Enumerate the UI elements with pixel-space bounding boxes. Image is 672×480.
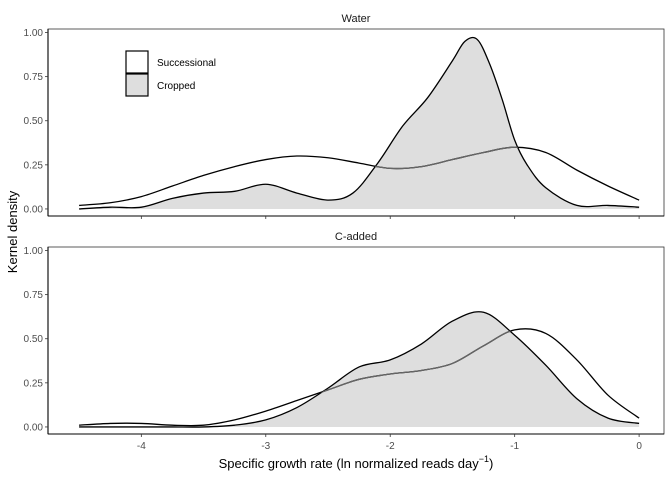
y-tick-label: 0.25	[24, 160, 44, 171]
x-tick-label: 0	[636, 441, 642, 452]
y-tick-label: 0.25	[24, 378, 44, 389]
x-tick-label: -2	[386, 441, 395, 452]
legend-key-successional	[125, 50, 149, 74]
density-fill-cropped	[79, 37, 640, 209]
y-tick-label: 1.00	[24, 246, 44, 257]
x-tick-label: -1	[510, 441, 519, 452]
x-tick-label: -4	[137, 441, 146, 452]
x-tick-label: -3	[261, 441, 270, 452]
density-fill-cropped	[79, 311, 640, 428]
y-tick-label: 1.00	[24, 28, 44, 39]
y-tick-label: 0.75	[24, 290, 44, 301]
panel-title: C-added	[335, 231, 377, 243]
y-tick-label: 0.50	[24, 334, 44, 345]
y-tick-label: 0.00	[24, 422, 44, 433]
legend-label: Cropped	[157, 81, 195, 92]
y-tick-label: 0.75	[24, 72, 44, 83]
y-tick-label: 0.50	[24, 116, 44, 127]
y-tick-label: 0.00	[24, 204, 44, 215]
y-axis-title: Kernel density	[5, 190, 20, 273]
density-line-successional	[79, 146, 640, 207]
x-axis-title: Specific growth rate (ln normalized read…	[219, 454, 494, 471]
density-line-cropped	[79, 36, 640, 210]
density-line-cropped	[79, 311, 640, 428]
panel-title: Water	[342, 13, 371, 25]
legend-label: Successional	[157, 58, 216, 69]
legend-key-cropped	[125, 73, 149, 97]
